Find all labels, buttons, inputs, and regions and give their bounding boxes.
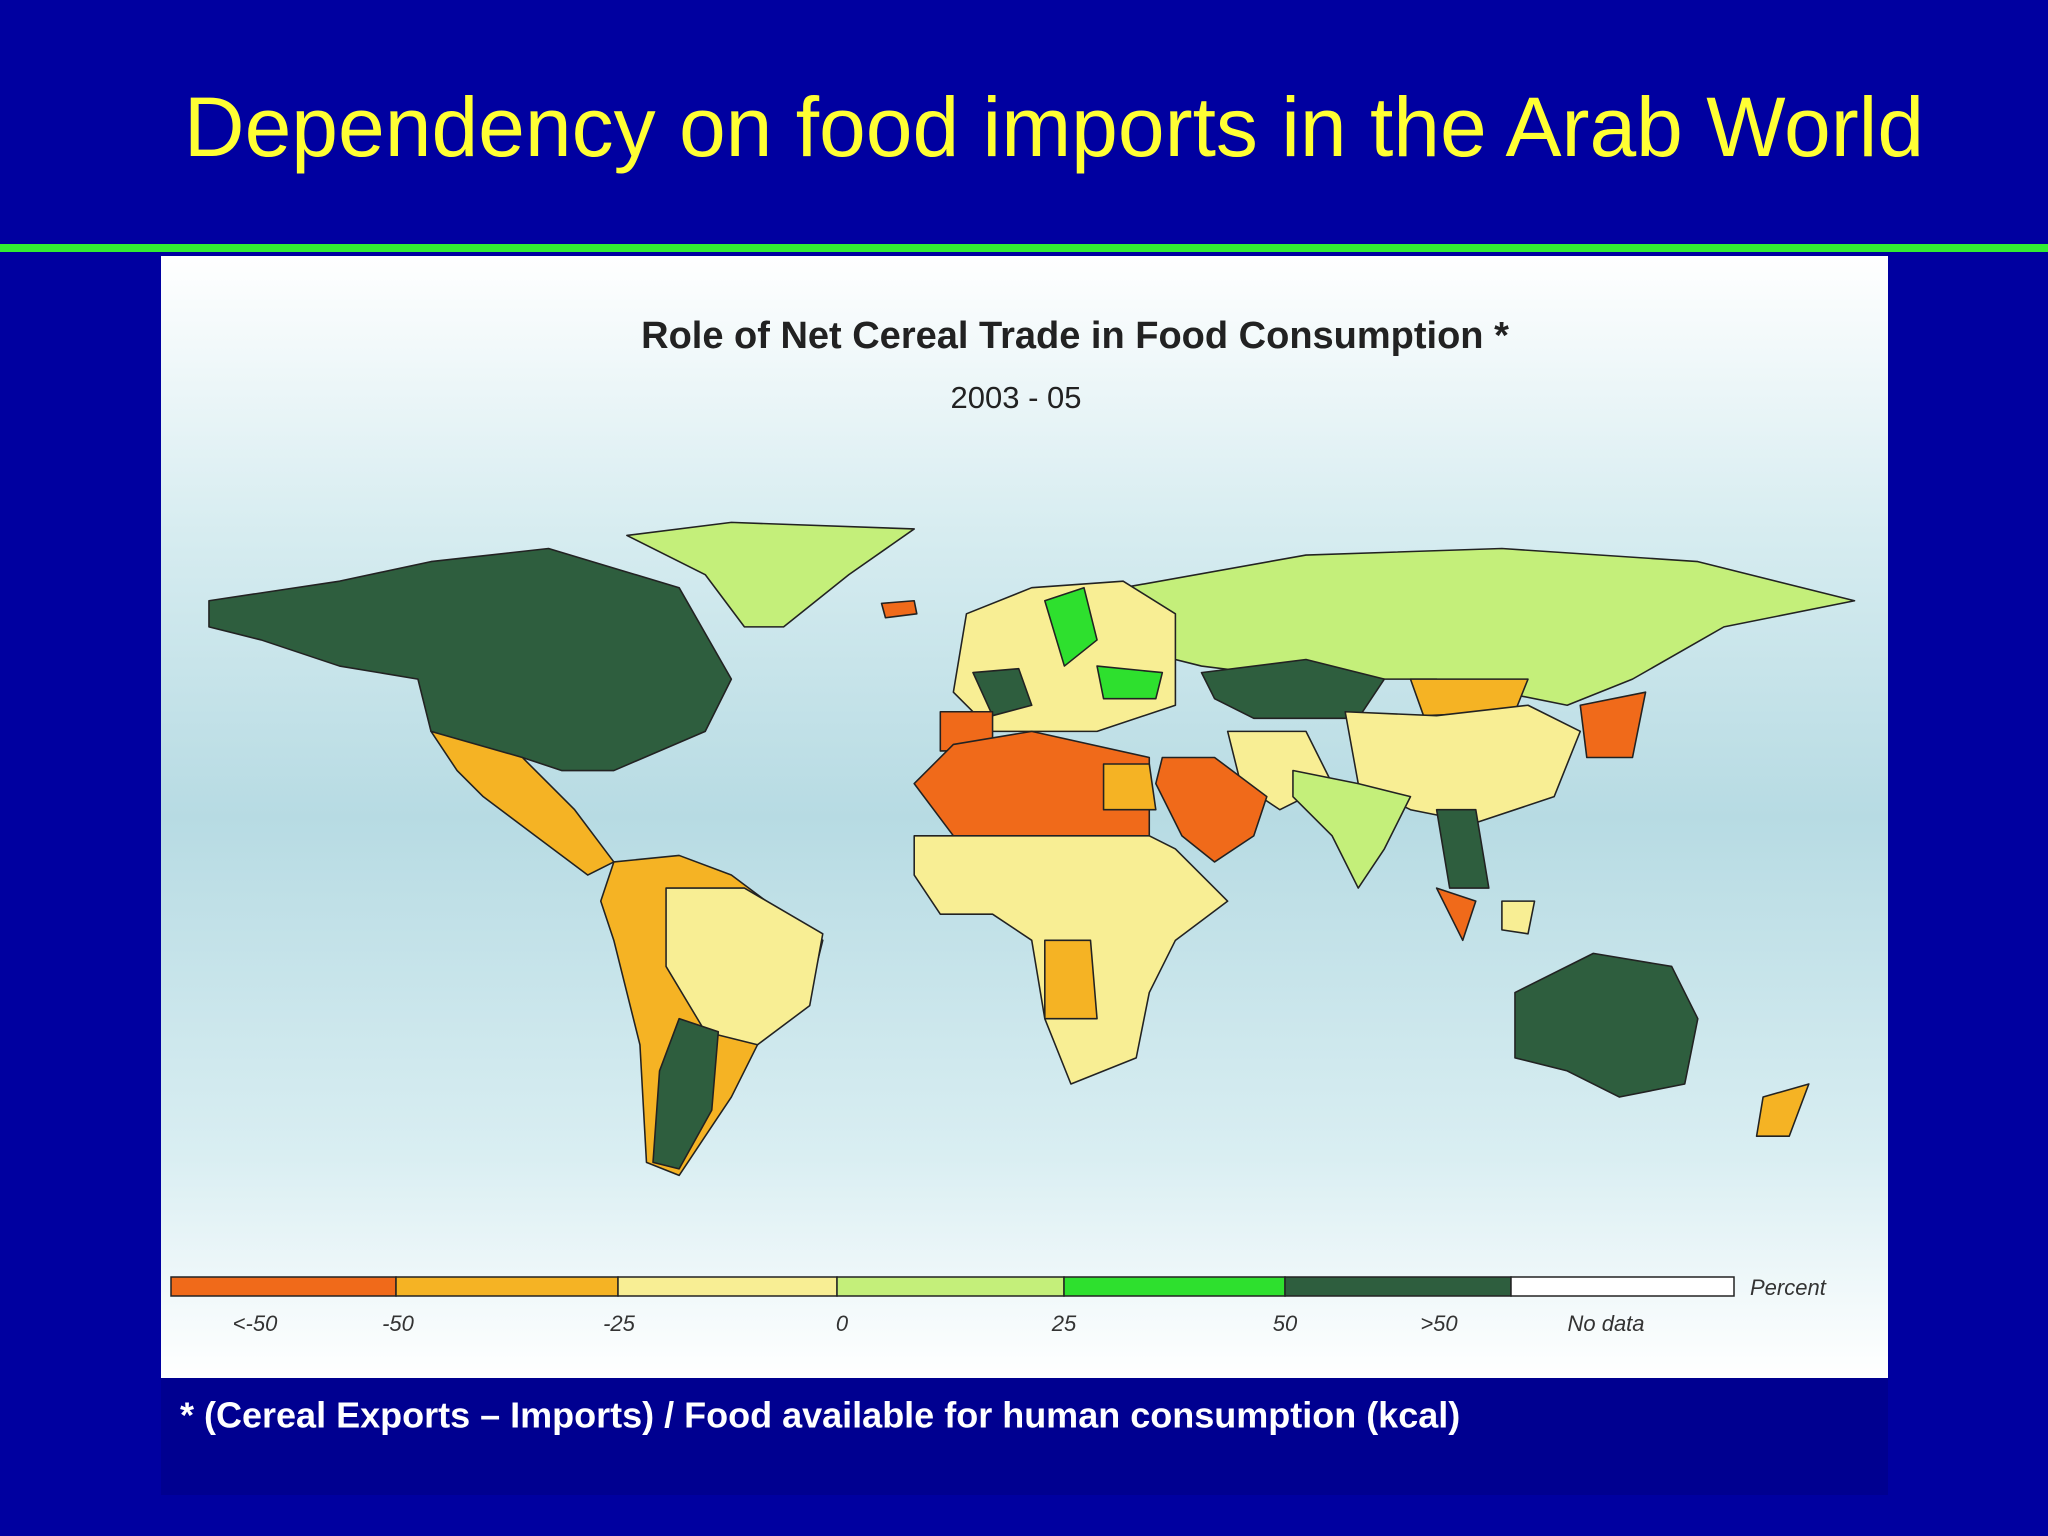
legend-swatch bbox=[617, 1276, 838, 1297]
legend-label: 25 bbox=[1051, 1311, 1077, 1336]
divider bbox=[0, 244, 2048, 252]
legend-unit: Percent bbox=[1750, 1275, 1827, 1300]
slide-title: Dependency on food imports in the Arab W… bbox=[184, 80, 1924, 174]
footnote-band bbox=[161, 1378, 1888, 1495]
legend-label: >50 bbox=[1420, 1311, 1458, 1336]
legend-label: -50 bbox=[382, 1311, 415, 1336]
legend-label: No data bbox=[1567, 1311, 1644, 1336]
legend-swatch bbox=[170, 1276, 397, 1297]
legend: <-50 -50 -25 0 25 50 >50 No data bbox=[170, 1276, 1735, 1336]
world-map bbox=[208, 521, 1856, 1177]
map-subtitle: 2003 - 05 bbox=[951, 380, 1082, 415]
legend-label: 50 bbox=[1273, 1311, 1298, 1336]
legend-swatch bbox=[1063, 1276, 1286, 1297]
legend-swatch bbox=[836, 1276, 1065, 1297]
legend-label: <-50 bbox=[233, 1311, 278, 1336]
legend-label: -25 bbox=[603, 1311, 636, 1336]
legend-swatch bbox=[1510, 1276, 1735, 1297]
legend-label: 0 bbox=[836, 1311, 849, 1336]
legend-swatch bbox=[395, 1276, 619, 1297]
legend-swatch bbox=[1284, 1276, 1512, 1297]
map-title: Role of Net Cereal Trade in Food Consump… bbox=[641, 315, 1509, 357]
footnote: * (Cereal Exports – Imports) / Food avai… bbox=[180, 1395, 1460, 1436]
